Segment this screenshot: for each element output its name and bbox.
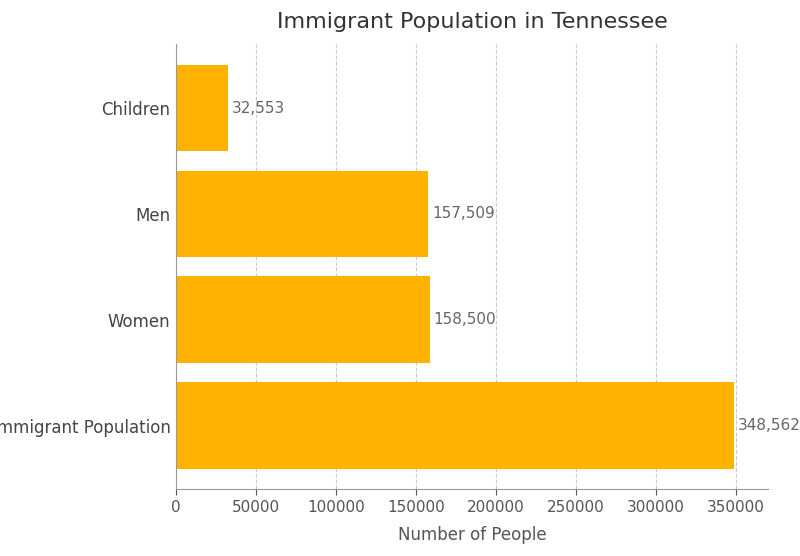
Text: 348,562: 348,562 — [738, 418, 800, 433]
Text: 157,509: 157,509 — [432, 206, 494, 221]
Title: Immigrant Population in Tennessee: Immigrant Population in Tennessee — [277, 12, 667, 32]
Text: 158,500: 158,500 — [434, 312, 496, 327]
Bar — [176, 171, 428, 257]
X-axis label: Number of People: Number of People — [398, 526, 546, 544]
Text: 32,553: 32,553 — [232, 101, 286, 116]
Bar — [176, 64, 228, 151]
Bar — [176, 383, 734, 469]
Bar — [176, 276, 430, 363]
